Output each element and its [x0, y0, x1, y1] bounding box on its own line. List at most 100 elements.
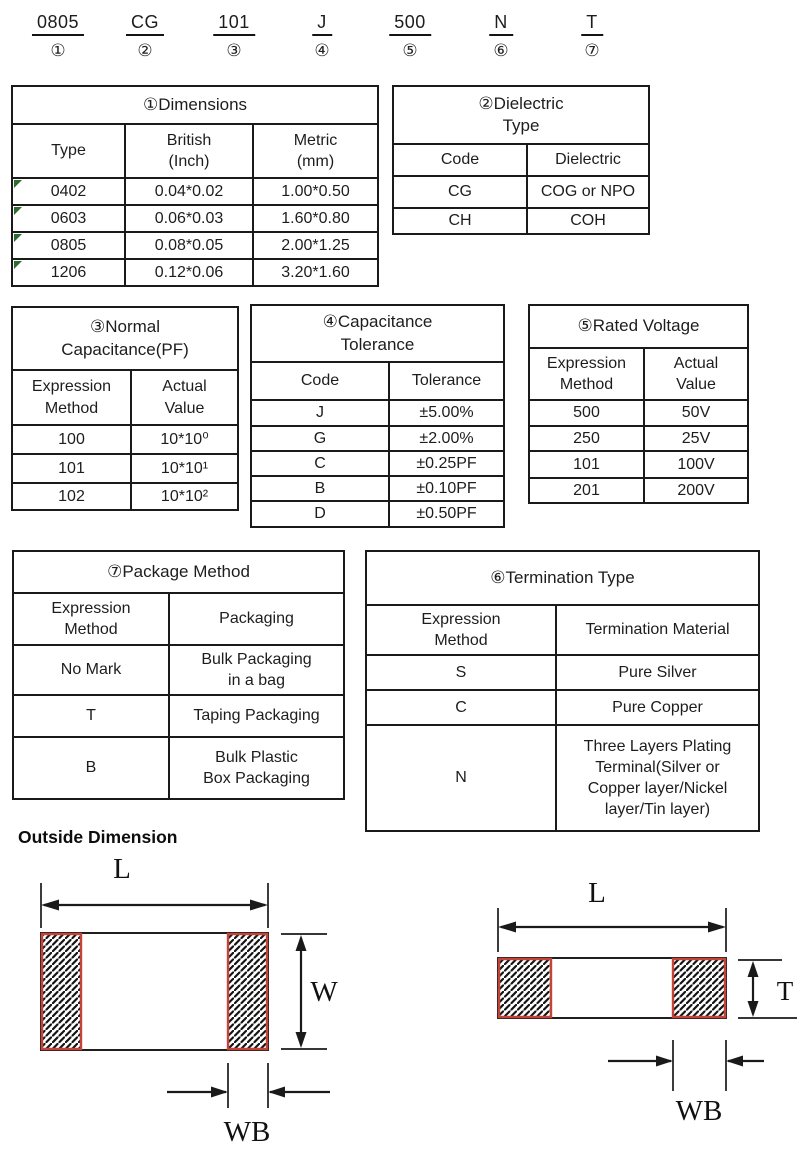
table-cell: 0805: [50, 236, 87, 254]
table-row: B ±0.10PF: [250, 475, 505, 502]
table-cell: No Mark: [12, 644, 170, 696]
table-cell: C: [365, 689, 557, 726]
voltage-table: ⑤Rated Voltage Expression Method Actual …: [528, 304, 749, 504]
table-cell: ±0.25PF: [388, 450, 505, 477]
part-number-segment: T ⑦: [581, 12, 603, 61]
segment-marker: ⑦: [584, 40, 600, 61]
table-cell: Pure Copper: [555, 689, 760, 726]
column-header: Expression Method: [528, 347, 645, 401]
table-cell: G: [250, 425, 390, 452]
table-cell: 200V: [643, 477, 749, 504]
table-row: CG COG or NPO: [392, 175, 650, 209]
table-cell: 50V: [643, 399, 749, 427]
table-cell: COG or NPO: [526, 175, 650, 209]
dielectric-table: ②Dielectric Type Code Dielectric CG COG …: [392, 85, 650, 235]
table-cell: 2.00*1.25: [252, 231, 379, 260]
table-cell: 250: [528, 425, 645, 452]
comment-corner-mark: [14, 180, 22, 188]
dimension-arrow: [608, 1055, 764, 1067]
part-code: 0805: [31, 12, 85, 36]
table-cell: 10*10⁰: [130, 424, 239, 455]
table-cell: 0402: [50, 182, 87, 200]
part-number-segment: 500 ⑤: [389, 12, 431, 61]
package-table: ⑦Package Method Expression Method Packag…: [12, 550, 345, 800]
column-header: Type: [11, 123, 126, 179]
segment-marker: ②: [137, 40, 153, 61]
table-cell: Bulk Packaging in a bag: [168, 644, 345, 696]
thickness-label: T: [777, 976, 794, 1006]
table-cell: 101: [11, 453, 132, 484]
comment-corner-mark: [14, 234, 22, 242]
table-cell: 10*10¹: [130, 453, 239, 484]
dimension-arrow: [41, 899, 268, 911]
table-cell: 100V: [643, 450, 749, 479]
table-title: ③Normal Capacitance(PF): [11, 306, 239, 371]
table-cell: 25V: [643, 425, 749, 452]
column-header: Termination Material: [555, 604, 760, 656]
column-header: Actual Value: [130, 369, 239, 426]
comment-corner-mark: [14, 261, 22, 269]
table-row: 100 10*10⁰: [11, 424, 239, 455]
table-row: T Taping Packaging: [12, 694, 345, 738]
column-header: Metric (mm): [252, 123, 379, 179]
table-row: 250 25V: [528, 425, 749, 452]
column-header: Code: [250, 361, 390, 401]
table-row: 0805 0.08*0.05 2.00*1.25: [11, 231, 379, 260]
table-title: ⑥Termination Type: [365, 550, 760, 606]
column-header: Actual Value: [643, 347, 749, 401]
column-header: Dielectric: [526, 143, 650, 177]
table-row: 102 10*10²: [11, 482, 239, 511]
table-row: B Bulk Plastic Box Packaging: [12, 736, 345, 800]
table-row: 101 100V: [528, 450, 749, 479]
terminal-hatch: [671, 957, 727, 1019]
dimension-arrow: [747, 961, 759, 1017]
segment-marker: ⑤: [402, 40, 418, 61]
table-cell: ±2.00%: [388, 425, 505, 452]
band-width-label: WB: [224, 1116, 271, 1148]
table-cell: 0.12*0.06: [124, 258, 254, 287]
column-header: Packaging: [168, 592, 345, 646]
part-number-segment: CG ②: [126, 12, 164, 61]
segment-marker: ⑥: [493, 40, 509, 61]
table-title: ①Dimensions: [11, 85, 379, 125]
table-cell: CH: [392, 207, 528, 235]
table-row: 0402 0.04*0.02 1.00*0.50: [11, 177, 379, 206]
table-row: 201 200V: [528, 477, 749, 504]
dimension-arrow: [167, 1086, 330, 1098]
table-row: G ±2.00%: [250, 425, 505, 452]
column-header: Expression Method: [365, 604, 557, 656]
width-label: W: [310, 976, 338, 1008]
table-title: ②Dielectric Type: [392, 85, 650, 145]
column-header: Expression Method: [11, 369, 132, 426]
table-cell: D: [250, 500, 390, 528]
capacitance-table: ③Normal Capacitance(PF) Expression Metho…: [11, 306, 239, 511]
table-row: S Pure Silver: [365, 654, 760, 691]
column-header: Code: [392, 143, 528, 177]
table-cell: Taping Packaging: [168, 694, 345, 738]
table-row: C ±0.25PF: [250, 450, 505, 477]
top-view-diagram: L W WB: [40, 853, 338, 1148]
table-row: 0603 0.06*0.03 1.60*0.80: [11, 204, 379, 233]
table-row: 101 10*10¹: [11, 453, 239, 484]
part-number-segment: J ④: [312, 12, 332, 61]
table-cell: Bulk Plastic Box Packaging: [168, 736, 345, 800]
table-cell: COH: [526, 207, 650, 235]
part-code: N: [489, 12, 513, 36]
outside-dimension-heading: Outside Dimension: [18, 827, 178, 847]
termination-table: ⑥Termination Type Expression Method Term…: [365, 550, 760, 832]
table-row: C Pure Copper: [365, 689, 760, 726]
table-cell: 0.04*0.02: [124, 177, 254, 206]
table-cell: 10*10²: [130, 482, 239, 511]
column-header: Expression Method: [12, 592, 170, 646]
terminal-hatch: [497, 957, 553, 1019]
table-cell: CG: [392, 175, 528, 209]
comment-corner-mark: [14, 207, 22, 215]
table-cell: 100: [11, 424, 132, 455]
segment-marker: ④: [314, 40, 330, 61]
table-cell: 1206: [50, 263, 87, 281]
table-row: D ±0.50PF: [250, 500, 505, 528]
part-code: CG: [126, 12, 164, 36]
table-row: No Mark Bulk Packaging in a bag: [12, 644, 345, 696]
dimension-arrow: [295, 935, 307, 1048]
